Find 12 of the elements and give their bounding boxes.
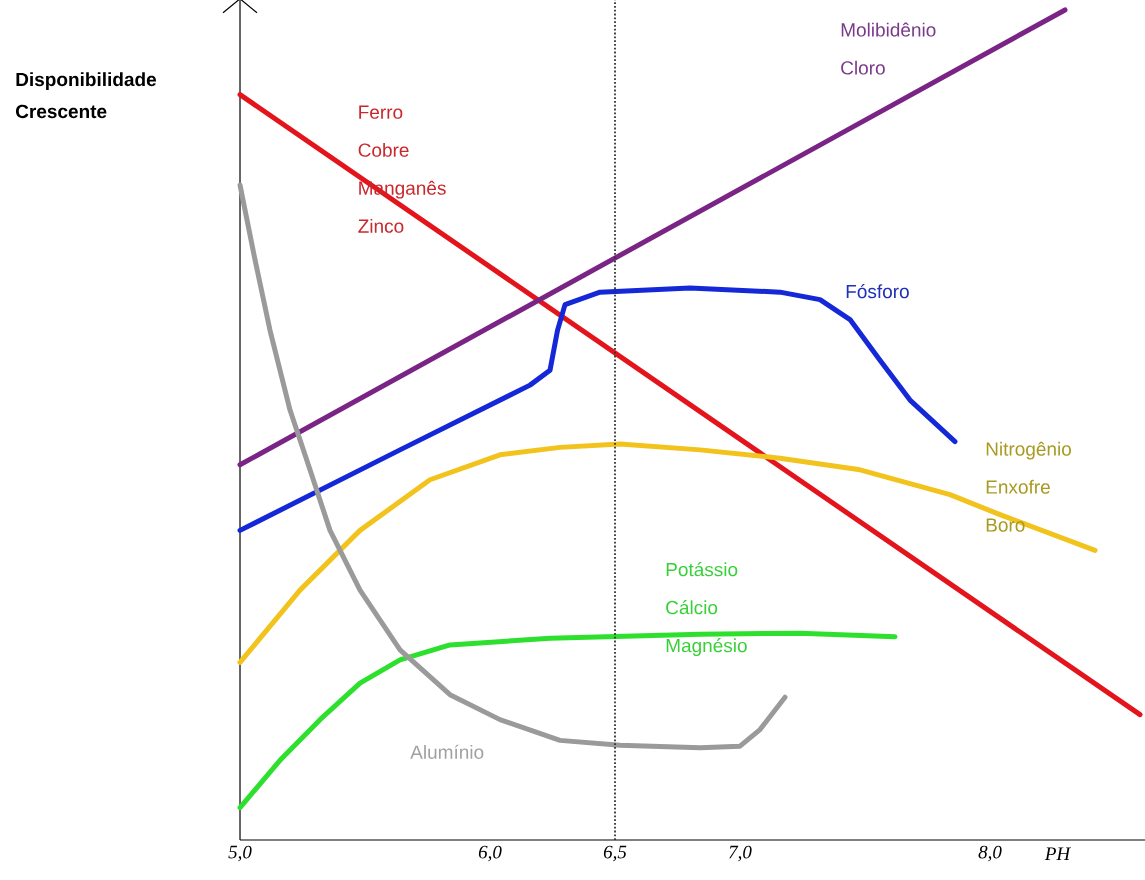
y-axis-title: Disponibilidade Crescente bbox=[15, 72, 157, 119]
x-tick-label: 6,5 bbox=[603, 845, 627, 862]
text: Nitrogênio Enxofre Boro bbox=[986, 441, 1071, 532]
x-tick-label: 8,0 bbox=[978, 845, 1002, 862]
x-tick-label: 5,0 bbox=[228, 845, 252, 862]
text: Molibidênio Cloro bbox=[841, 22, 936, 75]
x-tick-label: 7,0 bbox=[729, 845, 752, 862]
text: Potássio Cálcio Magnésio bbox=[666, 562, 747, 657]
series-label: Alumínio bbox=[410, 744, 484, 759]
x-tick-label: 6,0 bbox=[478, 845, 502, 862]
series-label: Fósforo bbox=[846, 284, 909, 299]
x-axis-title: PH bbox=[1044, 847, 1072, 860]
